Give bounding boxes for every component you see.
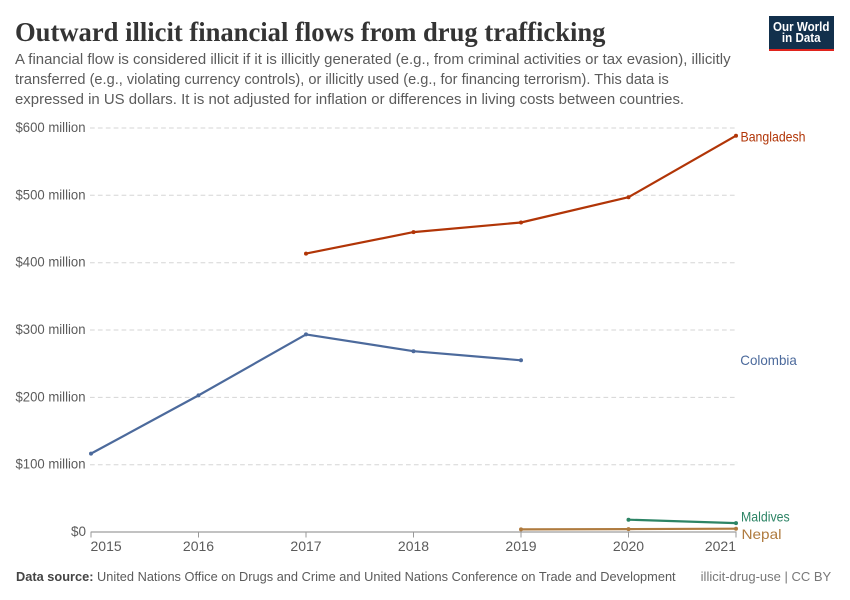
- svg-text:$400 million: $400 million: [16, 255, 86, 270]
- svg-text:2018: 2018: [398, 538, 429, 554]
- svg-text:$100 million: $100 million: [16, 457, 86, 472]
- svg-text:2016: 2016: [183, 538, 214, 554]
- svg-text:$200 million: $200 million: [16, 389, 86, 404]
- svg-text:2015: 2015: [91, 538, 122, 554]
- svg-text:$600 million: $600 million: [16, 120, 86, 135]
- svg-text:2017: 2017: [290, 538, 321, 554]
- svg-text:2021: 2021: [705, 538, 736, 554]
- svg-text:Nepal: Nepal: [742, 526, 782, 542]
- svg-text:Maldives: Maldives: [741, 509, 790, 525]
- svg-text:$500 million: $500 million: [16, 187, 86, 202]
- svg-text:Bangladesh: Bangladesh: [741, 128, 806, 144]
- svg-text:2020: 2020: [613, 538, 644, 554]
- svg-text:2019: 2019: [505, 538, 536, 554]
- svg-text:$0: $0: [71, 524, 86, 539]
- svg-text:Colombia: Colombia: [740, 352, 797, 368]
- svg-text:$300 million: $300 million: [16, 322, 86, 337]
